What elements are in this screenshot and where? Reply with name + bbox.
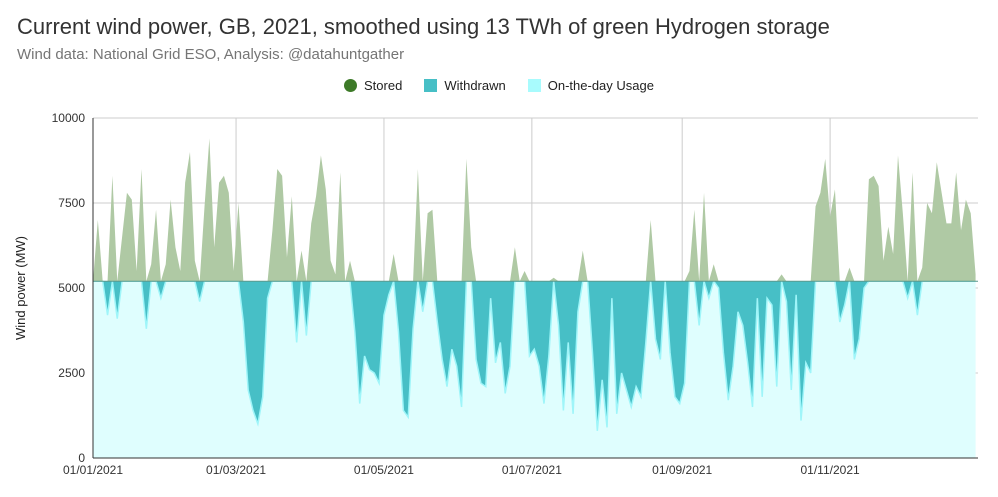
chart-title: Current wind power, GB, 2021, smoothed u… (17, 14, 830, 39)
x-tick-label: 01/09/2021 (652, 463, 712, 477)
y-tick-label: 5000 (58, 281, 85, 295)
legend-swatch-usage (527, 79, 541, 92)
chart-subtitle: Wind data: National Grid ESO, Analysis: … (17, 46, 405, 63)
x-tick-label: 01/01/2021 (63, 463, 123, 477)
legend-item-usage[interactable]: On-the-day Usage (527, 78, 654, 93)
y-tick-label: 10000 (52, 111, 86, 125)
series-area-withdrawn (93, 281, 976, 431)
x-tick-label: 01/11/2021 (801, 463, 860, 477)
x-tick-label: 01/03/2021 (206, 463, 266, 477)
legend-swatch-stored (344, 79, 358, 92)
x-tick-label: 01/05/2021 (354, 463, 414, 477)
y-axis-label: Wind power (MW) (13, 236, 28, 340)
x-tick-label: 01/07/2021 (502, 463, 562, 477)
y-tick-label: 0 (78, 451, 85, 465)
y-tick-label: 7500 (58, 196, 85, 210)
legend-item-withdrawn[interactable]: Withdrawn (424, 78, 506, 93)
legend-label-stored: Stored (364, 78, 403, 93)
legend-item-stored[interactable]: Stored (344, 78, 402, 93)
y-tick-label: 2500 (58, 366, 85, 380)
legend-label-withdrawn: Withdrawn (444, 78, 506, 93)
legend-swatch-withdrawn (424, 79, 438, 92)
series-area-usage (93, 281, 976, 458)
legend-label-usage: On-the-day Usage (547, 78, 654, 93)
series-area-stored (93, 138, 976, 282)
chart-legend: Stored Withdrawn On-the-day Usage (0, 78, 998, 93)
